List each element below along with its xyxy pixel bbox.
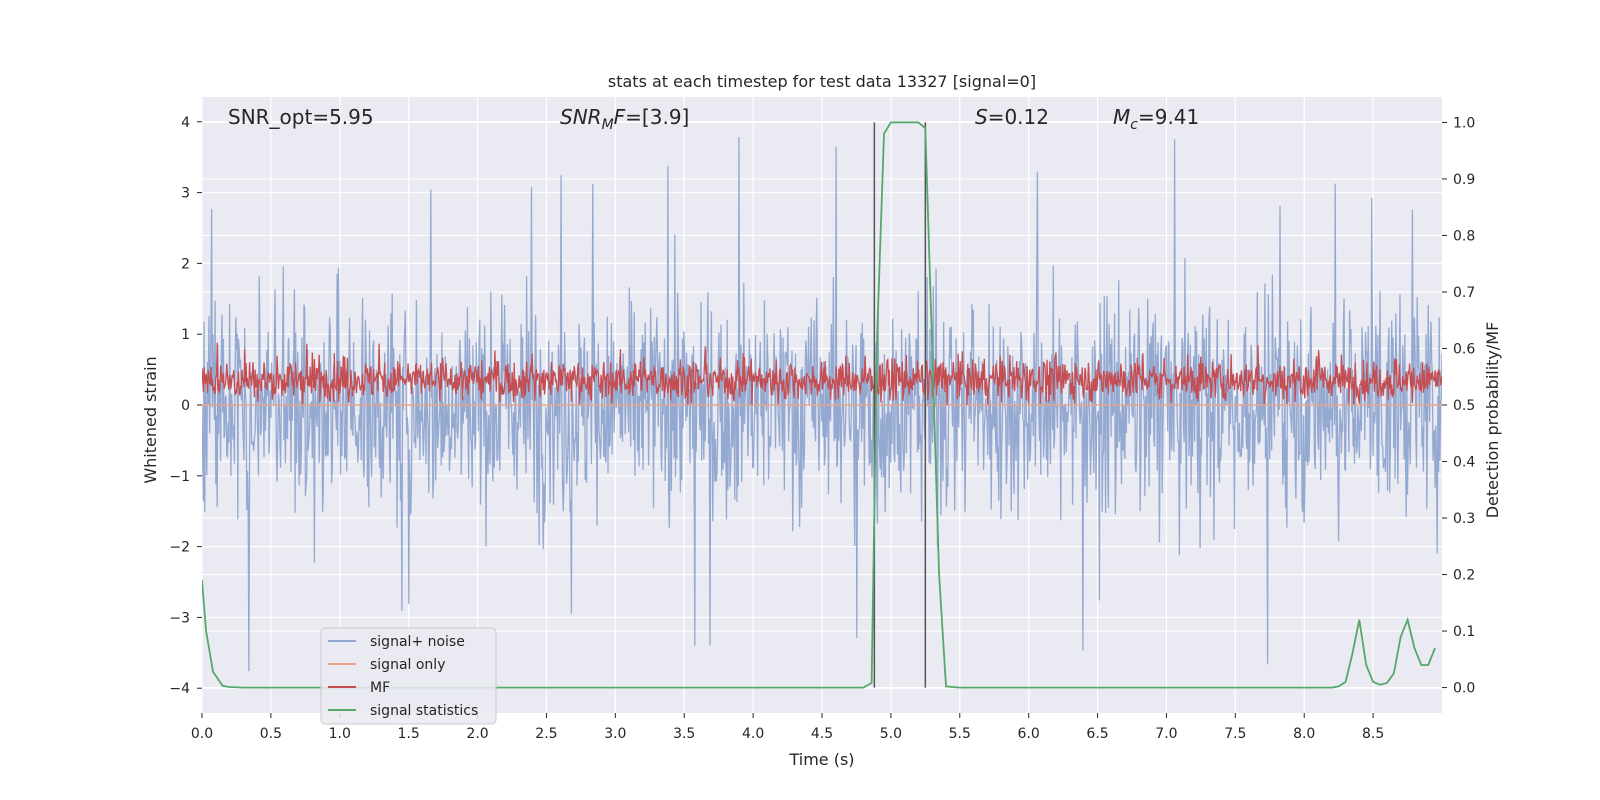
x-tick-label: 4.0: [742, 726, 764, 742]
annotation-s: S=0.12: [975, 105, 1049, 129]
y-right-tick-label: 0.9: [1453, 172, 1475, 188]
annotation-snr-mf: SNRMF=[3.9]: [560, 105, 689, 133]
legend: signal+ noise signal only MF signal statist…: [320, 627, 497, 725]
y-left-tick-label: 4: [181, 115, 190, 131]
legend-label-3: signal statistics: [370, 703, 478, 719]
x-tick-label: 3.5: [673, 726, 695, 742]
y-right-tick-label: 0.5: [1453, 398, 1475, 414]
y-right-tick-label: 0.2: [1453, 568, 1475, 584]
x-tick-label: 2.0: [466, 726, 488, 742]
annotation-mc-val: =9.41: [1138, 105, 1199, 129]
x-tick-label: 8.5: [1362, 726, 1384, 742]
y-right-tick-label: 0.1: [1453, 624, 1475, 640]
y-left-tick-label: −3: [169, 610, 190, 626]
legend-label-1: signal only: [370, 657, 445, 673]
annotation-snr-mf-base: SNR: [560, 105, 602, 129]
x-tick-label: 7.5: [1224, 726, 1246, 742]
series-mf: [202, 342, 1442, 405]
y-right-tick-label: 0.6: [1453, 341, 1475, 357]
x-tick-label: 0.0: [191, 726, 213, 742]
y-right-tick-label: 0.3: [1453, 511, 1475, 527]
x-tick-label: 5.0: [880, 726, 902, 742]
y-left-tick-label: −2: [169, 540, 190, 556]
y-right-tick-label: 1.0: [1453, 115, 1475, 131]
y-left-tick-label: 3: [181, 186, 190, 202]
y-left-tick-label: 0: [181, 398, 190, 414]
x-tick-label: 6.5: [1086, 726, 1108, 742]
x-tick-label: 7.0: [1155, 726, 1177, 742]
y-axis-left-label: Whitened strain: [141, 356, 160, 483]
chart-title: stats at each timestep for test data 133…: [608, 72, 1036, 91]
annotation-snr-opt: SNR_opt=5.95: [228, 105, 374, 129]
y-right-tick-label: 0.8: [1453, 228, 1475, 244]
annotation-mc-sub: c: [1130, 117, 1138, 133]
y-left-tick-label: 1: [181, 327, 190, 343]
annotation-s-val: =0.12: [988, 105, 1049, 129]
x-tick-label: 0.5: [260, 726, 282, 742]
annotation-mc: Mc=9.41: [1113, 105, 1199, 133]
annotation-s-var: S: [975, 105, 988, 129]
x-tick-label: 1.0: [329, 726, 351, 742]
axes: 0.0 0.5 1.0 1.5 2.0 2.5 3.0 3.5 4.0 4.5 5.0 5.5 6.0 6…: [169, 115, 1475, 742]
annotation-snr-mf-value: =[3.9]: [625, 105, 689, 129]
y-left-tick-label: 2: [181, 256, 190, 272]
legend-box: [320, 627, 497, 725]
series-signal-noise: [202, 136, 1442, 672]
x-tick-label: 8.0: [1293, 726, 1315, 742]
annotation-snr-mf-sub: M: [602, 117, 614, 133]
legend-label-0: signal+ noise: [370, 634, 465, 650]
y-left-tick-label: −1: [169, 469, 190, 485]
y-left-tick-label: −4: [169, 681, 190, 697]
annotation-mc-var: M: [1113, 105, 1130, 129]
x-tick-label: 2.5: [535, 726, 557, 742]
x-tick-label: 6.0: [1018, 726, 1040, 742]
x-tick-label: 4.5: [811, 726, 833, 742]
x-tick-label: 1.5: [398, 726, 420, 742]
y-right-tick-label: 0.4: [1453, 455, 1475, 471]
annotation-snr-mf-rest-italic: F: [614, 105, 626, 129]
x-axis-label: Time (s): [788, 750, 854, 769]
legend-label-2: MF: [370, 680, 390, 696]
y-right-tick-label: 0.0: [1453, 681, 1475, 697]
x-tick-label: 3.0: [604, 726, 626, 742]
y-right-tick-label: 0.7: [1453, 285, 1475, 301]
x-tick-label: 5.5: [949, 726, 971, 742]
y-axis-right-label: Detection probability/MF: [1483, 322, 1502, 519]
